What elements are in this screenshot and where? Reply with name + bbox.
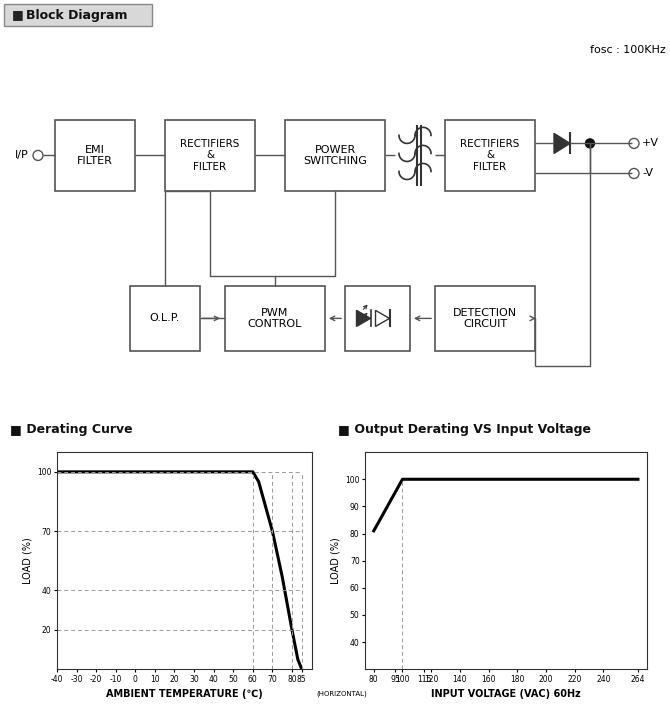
- X-axis label: INPUT VOLTAGE (VAC) 60Hz: INPUT VOLTAGE (VAC) 60Hz: [431, 689, 581, 699]
- Bar: [435, 286, 535, 351]
- FancyBboxPatch shape: [4, 4, 152, 26]
- Text: POWER
SWITCHING: POWER SWITCHING: [303, 145, 367, 166]
- Text: O.L.P.: O.L.P.: [150, 313, 180, 323]
- Text: (HORIZONTAL): (HORIZONTAL): [317, 691, 367, 698]
- Text: DETECTION
CIRCUIT: DETECTION CIRCUIT: [453, 308, 517, 329]
- Bar: [445, 120, 535, 191]
- Text: EMI
FILTER: EMI FILTER: [77, 145, 113, 166]
- Polygon shape: [375, 310, 389, 326]
- Text: -V: -V: [642, 169, 653, 179]
- Text: RECTIFIERS
&
FILTER: RECTIFIERS & FILTER: [460, 139, 520, 172]
- Text: +V: +V: [642, 138, 659, 148]
- Text: fosc : 100KHz: fosc : 100KHz: [590, 45, 666, 55]
- Text: PWM
CONTROL: PWM CONTROL: [248, 308, 302, 329]
- X-axis label: AMBIENT TEMPERATURE (℃): AMBIENT TEMPERATURE (℃): [106, 689, 263, 699]
- Text: ■: ■: [10, 423, 22, 436]
- Bar: [55, 120, 135, 191]
- Bar: [285, 120, 385, 191]
- Text: Derating Curve: Derating Curve: [22, 423, 133, 436]
- Text: ■: ■: [338, 423, 350, 436]
- Bar: [225, 286, 325, 351]
- Bar: [165, 120, 255, 191]
- Y-axis label: LOAD (%): LOAD (%): [23, 538, 33, 584]
- Text: Block Diagram: Block Diagram: [26, 9, 127, 21]
- Text: Output Derating VS Input Voltage: Output Derating VS Input Voltage: [350, 423, 591, 436]
- Y-axis label: LOAD (%): LOAD (%): [331, 538, 341, 584]
- Text: ■: ■: [12, 9, 23, 21]
- Bar: [130, 286, 200, 351]
- Bar: [345, 286, 410, 351]
- Circle shape: [586, 139, 594, 148]
- Polygon shape: [554, 133, 570, 153]
- Text: I/P: I/P: [15, 150, 29, 160]
- Text: RECTIFIERS
&
FILTER: RECTIFIERS & FILTER: [180, 139, 240, 172]
- Polygon shape: [356, 310, 371, 326]
